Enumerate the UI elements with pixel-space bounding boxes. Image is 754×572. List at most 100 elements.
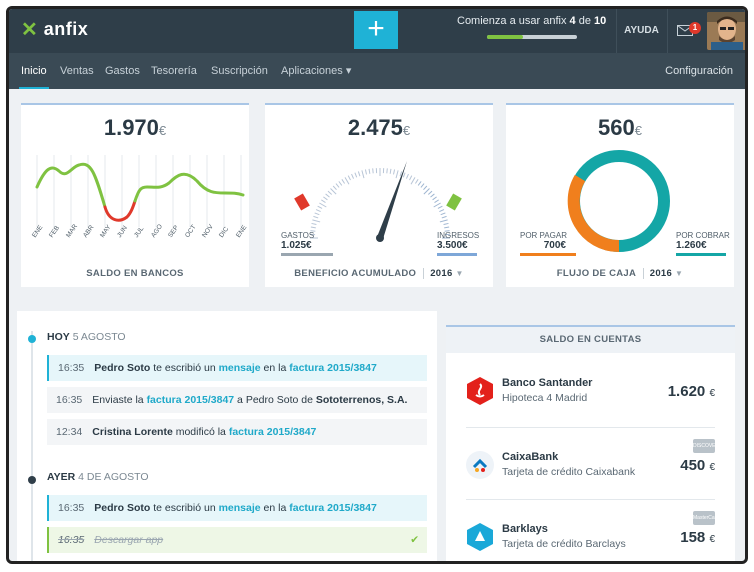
divider (466, 427, 715, 428)
factura-link[interactable]: factura 2015/3847 (289, 502, 377, 514)
timeline-event[interactable]: 16:35 Enviaste la factura 2015/3847 a Ped… (47, 387, 427, 413)
gauge-tick (327, 190, 333, 195)
check-icon: ✔ (410, 534, 419, 546)
brand-name: anfix (43, 19, 89, 39)
beneficio-title-row[interactable]: BENEFICIO ACUMULADO 2016 ▼ (265, 268, 493, 279)
nav-tesoreria[interactable]: Tesorería (151, 65, 197, 77)
gauge-tick (354, 172, 358, 178)
top-bar: ✕ anfix + Comienza a usar anfix 4 de 10 … (9, 9, 745, 53)
barclays-icon (467, 523, 493, 551)
ingresos-value: 3.500€ (437, 240, 468, 251)
gauge-tick (395, 170, 399, 179)
nav-configuracion[interactable]: Configuración (665, 65, 733, 77)
nav-suscripcion[interactable]: Suscripción (211, 65, 268, 77)
factura-link[interactable]: factura 2015/3847 (228, 426, 317, 438)
help-button[interactable]: AYUDA (616, 9, 666, 53)
gauge-tick (440, 212, 446, 216)
flujo-caja-card[interactable]: 560€ POR PAGAR 700€ POR COBRAR 1.260€ FL… (506, 103, 734, 287)
gauge-needle (377, 161, 407, 239)
mensaje-link[interactable]: mensaje (218, 502, 261, 514)
gauge-tick (330, 188, 337, 195)
account-amount: 450 € (680, 457, 715, 474)
beneficio-card[interactable]: 2.475€ GASTOS 1.025€ INGRESOS 3.500€ BEN… (265, 103, 493, 287)
gauge-tick (430, 193, 435, 198)
gauge-tick (321, 199, 326, 204)
gauge-tick (434, 199, 439, 204)
gauge-tick (399, 171, 403, 177)
factura-link[interactable]: factura 2015/3847 (146, 394, 235, 406)
saldo-cuentas-title: SALDO EN CUENTAS (446, 325, 735, 353)
donut-pagar-arc (567, 174, 620, 253)
gauge-tick (402, 172, 406, 178)
account-desc: Tarjeta de crédito Barclays (502, 538, 626, 550)
gauge-tick (437, 205, 443, 209)
saldo-bancos-title: SALDO EN BANCOS (86, 268, 184, 279)
cobrar-mini: POR COBRAR 1.260€ (676, 231, 730, 256)
account-row[interactable]: MasterCard Barklays Tarjeta de crédito B… (446, 501, 735, 561)
account-row[interactable]: Banco Santander Hipoteca 4 Madrid 1.620 … (446, 355, 735, 425)
account-row[interactable]: DISCOVER CaixaBank Tarjeta de crédito Ca… (446, 429, 735, 499)
gauge-tick (347, 175, 351, 181)
factura-link[interactable]: factura 2015/3847 (289, 362, 377, 374)
notification-badge: 1 (689, 22, 701, 34)
discover-card-icon: DISCOVER (693, 439, 719, 453)
nav-gastos[interactable]: Gastos (105, 65, 140, 77)
timeline-dot-today (28, 335, 36, 343)
account-amount: 1.620 € (667, 383, 715, 400)
onboarding-progress[interactable]: Comienza a usar anfix 4 de 10 (457, 15, 617, 39)
gauge-tick (414, 179, 419, 184)
timeline-line (31, 331, 33, 561)
flujo-caja-year[interactable]: 2016 (642, 268, 673, 279)
account-name: Barklays (502, 523, 548, 535)
flujo-caja-title-row[interactable]: FLUJO DE CAJA 2016 ▼ (506, 268, 734, 279)
mensaje-link[interactable]: mensaje (218, 362, 261, 374)
gauge-tick (372, 168, 374, 174)
cobrar-value: 1.260€ (676, 240, 707, 251)
account-name: Banco Santander (502, 377, 593, 389)
chevron-down-icon: ▼ (455, 269, 464, 278)
nav-inicio[interactable]: Inicio (19, 53, 49, 89)
user-avatar-icon (707, 12, 745, 50)
gauge-ticks (310, 168, 450, 239)
gauge-tick (357, 171, 361, 177)
timeline-event[interactable]: 16:35 Pedro Soto te escribió un mensaje e… (47, 495, 427, 521)
nav-aplicaciones[interactable]: Aplicaciones ▾ (281, 65, 352, 77)
gauge-tick (314, 212, 320, 216)
timeline-event[interactable]: 12:34 Cristina Lorente modificó la factur… (47, 419, 427, 445)
timeline-task-done[interactable]: 16:35 Descargar app ✔ (47, 527, 427, 553)
saldo-bancos-chart (35, 155, 245, 227)
activity-timeline: HOY 5 AGOSTO 16:35 Pedro Soto te escribió… (17, 311, 437, 561)
beneficio-year[interactable]: 2016 (423, 268, 453, 279)
nav-ventas[interactable]: Ventas (60, 65, 94, 77)
gauge-tick (417, 181, 422, 186)
gauge-tick (444, 230, 450, 232)
anfix-logo[interactable]: ✕ anfix (21, 19, 88, 40)
account-desc: Hipoteca 4 Madrid (502, 392, 588, 404)
gauge-tick (313, 215, 319, 219)
progress-total: 10 (594, 15, 607, 27)
timeline-dot-yesterday (28, 476, 36, 484)
gauge-tick (351, 173, 355, 179)
saldo-bancos-card[interactable]: 1.970€ ENE FEB MAR ABR MAY JUN JUL AGO SEP OCT NOV… (21, 103, 249, 287)
gauge-tick (410, 177, 416, 185)
gauge-tick (319, 202, 327, 208)
saldo-cuentas-panel: SALDO EN CUENTAS Banco Santander Hipotec… (446, 325, 735, 561)
gauge-tick (317, 205, 323, 209)
gauge-tick (439, 209, 445, 213)
gauge-tick (386, 168, 388, 174)
gauge-tick (389, 168, 392, 174)
progress-prefix: Comienza a usar anfix (457, 15, 567, 27)
gauge-tick (310, 226, 316, 229)
anfix-logo-icon: ✕ (21, 18, 38, 41)
add-button[interactable]: + (354, 11, 398, 49)
progress-fill (487, 35, 523, 39)
gauge-tick (312, 219, 321, 223)
ingresos-label: INGRESOS (437, 231, 480, 240)
timeline-event[interactable]: 16:35 Pedro Soto te escribió un mensaje e… (47, 355, 427, 381)
gauge-tick (444, 226, 450, 229)
ingresos-mini: INGRESOS 3.500€ (437, 231, 479, 256)
gauge-tick (341, 179, 346, 184)
gauge-tick (409, 175, 413, 181)
messages-button[interactable]: 1 (667, 9, 707, 53)
avatar[interactable] (707, 12, 745, 50)
